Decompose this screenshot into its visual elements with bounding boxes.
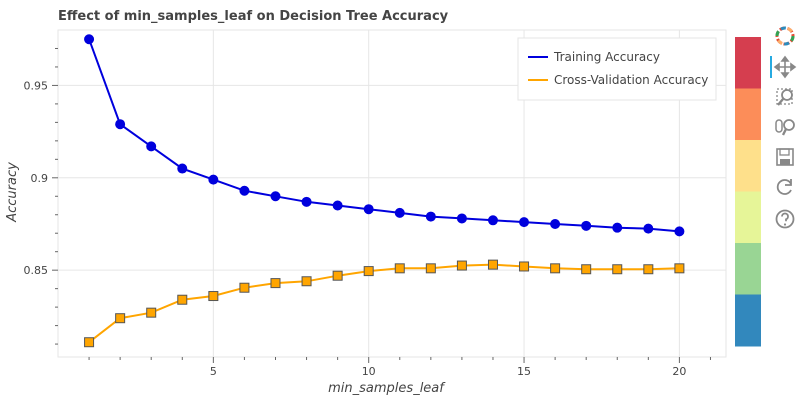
x-tick-label: 15 [517, 365, 531, 378]
colorbar-segment [735, 37, 761, 89]
legend-label: Training Accuracy [553, 50, 660, 64]
data-point [425, 211, 436, 222]
data-point [115, 313, 126, 324]
y-tick-label: 0.95 [24, 79, 49, 92]
chart-title: Effect of min_samples_leaf on Decision T… [58, 9, 449, 24]
data-point [394, 207, 405, 218]
data-point [550, 263, 561, 274]
data-point [581, 264, 592, 275]
legend-box [517, 37, 717, 101]
x-tick-label: 20 [672, 365, 686, 378]
legend-label: Cross-Validation Accuracy [554, 73, 708, 87]
data-point [301, 276, 312, 287]
data-point [643, 264, 654, 275]
pan-tool-icon[interactable] [770, 52, 800, 82]
data-point [519, 261, 530, 272]
data-point [208, 291, 219, 302]
data-point [177, 163, 188, 174]
series-0 [84, 34, 685, 237]
data-point [208, 174, 219, 185]
colorbar-segment [735, 140, 761, 192]
data-point [550, 218, 561, 229]
x-tick-label: 10 [362, 365, 376, 378]
colorbar-segment [735, 294, 761, 347]
save-tool-icon[interactable] [770, 142, 800, 172]
data-point [487, 259, 498, 270]
data-point [239, 185, 250, 196]
data-point [301, 196, 312, 207]
y-tick-label: 0.9 [31, 172, 49, 185]
y-axis-label: Accuracy [5, 162, 20, 223]
data-point [456, 260, 467, 271]
data-point [612, 264, 623, 275]
data-point [115, 119, 126, 130]
data-point [270, 191, 281, 202]
help-tool-icon[interactable] [770, 204, 800, 234]
ticks: 5 10 15 20 0.85 0.9 0.95 [24, 47, 711, 378]
wheel-zoom-tool-icon[interactable] [770, 112, 800, 142]
data-point [487, 215, 498, 226]
data-point [84, 337, 95, 348]
y-tick-label: 0.85 [24, 264, 49, 277]
colorbar [735, 37, 761, 347]
box-zoom-tool-icon[interactable] [770, 82, 800, 112]
data-point [674, 226, 685, 237]
x-axis-label: min_samples_leaf [328, 381, 446, 396]
series-line [88, 263, 680, 343]
data-point [239, 282, 250, 293]
data-point [146, 307, 157, 318]
data-point [581, 220, 592, 231]
colorbar-segment [735, 88, 761, 141]
series [84, 34, 685, 348]
bokeh-logo-icon[interactable] [770, 22, 800, 52]
colorbar-segment [735, 243, 761, 295]
data-point [84, 34, 95, 45]
series-line [88, 38, 680, 233]
data-point [643, 223, 654, 234]
colorbar-segment [735, 191, 761, 244]
reset-tool-icon[interactable] [770, 172, 800, 202]
data-point [146, 141, 157, 152]
data-point [519, 217, 530, 228]
data-point [612, 222, 623, 233]
data-point [270, 278, 281, 289]
data-point [363, 204, 374, 215]
data-point [332, 270, 343, 281]
data-point [456, 213, 467, 224]
data-point [394, 263, 405, 274]
data-point [332, 200, 343, 211]
x-tick-label: 5 [210, 365, 217, 378]
series-1 [84, 259, 685, 348]
data-point [363, 266, 374, 277]
legend: Training Accuracy Cross-Validation Accura… [517, 37, 717, 101]
data-point [674, 263, 685, 274]
data-point [177, 294, 188, 305]
data-point [425, 263, 436, 274]
